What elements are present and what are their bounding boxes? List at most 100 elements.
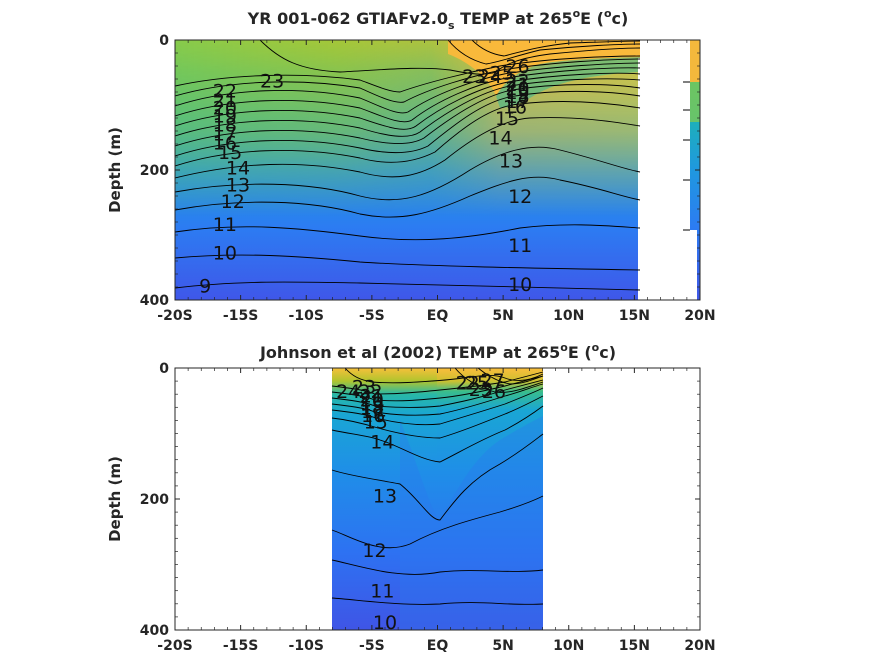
contour-line xyxy=(175,117,641,179)
contour-label: 19 xyxy=(360,393,384,415)
panel-top-xtick-label: -5S xyxy=(359,308,385,324)
panel-bottom-ylabel: Depth (m) xyxy=(106,456,124,542)
panel-bottom-ytick-label: 200 xyxy=(140,492,169,508)
panel-bottom-field xyxy=(332,368,543,630)
panel-bottom-axes: -20S -15S -10S -5S EQ 5N 10N 15N 20N 0 200 400 xyxy=(140,361,716,654)
panel-top-xtick-label: 5N xyxy=(492,308,513,324)
panel-bottom-field-right xyxy=(437,368,543,630)
contour-label: 20 xyxy=(360,389,384,411)
contour-line xyxy=(331,387,544,426)
panel-bottom-xtick-label: -5S xyxy=(359,638,385,654)
contour-label: 23 xyxy=(469,379,493,401)
panel-top-xtick-label: -20S xyxy=(157,308,192,324)
contour-label: 23 xyxy=(352,376,376,398)
contour-line xyxy=(683,81,690,231)
panel-bottom-contours xyxy=(331,368,544,605)
contour-line xyxy=(175,176,641,218)
panel-bottom: Johnson et al (2002) TEMP at 265oE (oc) … xyxy=(106,341,716,654)
contour-label: 19 xyxy=(505,82,529,104)
contour-line xyxy=(175,101,641,167)
panel-bottom-title-main: Johnson et al (2002) TEMP at 265 xyxy=(259,343,560,362)
contour-label: 11 xyxy=(508,235,532,257)
panel-top-ylabel: Depth (m) xyxy=(106,127,124,213)
contour-label: 22 xyxy=(213,81,237,103)
panel-top-contours xyxy=(175,40,690,291)
contour-line xyxy=(331,371,544,395)
contour-label: 22 xyxy=(456,372,480,394)
contour-label: 11 xyxy=(370,581,394,603)
contour-line xyxy=(175,67,641,123)
contour-line xyxy=(175,72,641,130)
contour-label: 20 xyxy=(505,78,529,100)
contour-line xyxy=(331,597,544,605)
contour-line xyxy=(331,405,544,463)
contour-label: 15 xyxy=(218,142,242,164)
panel-top-xtick-label: EQ xyxy=(427,308,449,324)
panel-bottom-field-left xyxy=(332,368,437,630)
contour-label: 10 xyxy=(373,612,397,634)
contour-label: 11 xyxy=(213,214,237,236)
contour-label: 16 xyxy=(503,96,527,118)
panel-top-title: YR 001-062 GTIAFv2.0s TEMP at 265oE (oc) xyxy=(247,7,629,32)
contour-label: 17 xyxy=(213,124,237,146)
contour-label: 25 xyxy=(490,63,514,85)
contour-line xyxy=(331,433,544,521)
contour-line xyxy=(331,383,544,416)
contour-line xyxy=(471,40,641,57)
panel-bottom-xtick-label: 10N xyxy=(553,638,584,654)
contour-label: 27 xyxy=(481,370,505,392)
contour-label: 21 xyxy=(213,90,237,112)
contour-label: 18 xyxy=(360,397,384,419)
contour-label: 24 xyxy=(336,381,360,403)
contour-line xyxy=(331,379,544,408)
contour-label: 16 xyxy=(213,133,237,155)
contour-line xyxy=(331,559,544,575)
contour-label: 26 xyxy=(505,56,529,78)
contour-line xyxy=(331,395,544,439)
contour-line xyxy=(331,375,544,402)
panel-bottom-xtick-label: 15N xyxy=(619,638,650,654)
contour-label: 21 xyxy=(505,74,529,96)
panel-top-ytick-label: 200 xyxy=(140,163,169,179)
panel-top-xtick-label: -10S xyxy=(289,308,324,324)
contour-label: 14 xyxy=(488,128,512,150)
contour-line xyxy=(344,368,544,384)
contour-line xyxy=(447,40,641,65)
panel-bottom-title-unit-open: E ( xyxy=(568,343,592,362)
contour-line xyxy=(175,146,641,201)
contour-label: 12 xyxy=(508,186,532,208)
panel-bottom-xtick-label: -10S xyxy=(289,638,324,654)
contour-label: 10 xyxy=(213,243,237,265)
contour-label: 19 xyxy=(213,105,237,127)
contour-line xyxy=(175,55,641,93)
contour-label: 23 xyxy=(260,70,284,92)
contour-label: 22 xyxy=(505,70,529,92)
panel-bottom-title: Johnson et al (2002) TEMP at 265oE (oc) xyxy=(259,341,616,362)
contour-label: 16 xyxy=(361,405,385,427)
contour-label: 26 xyxy=(482,381,506,403)
panel-top: YR 001-062 GTIAFv2.0s TEMP at 265oE (oc) xyxy=(106,7,716,324)
panel-top-title-unit-deg: o xyxy=(604,7,612,20)
panel-top-nodata xyxy=(638,40,697,300)
contour-line xyxy=(259,40,641,75)
contour-line xyxy=(175,254,641,271)
contour-label: 12 xyxy=(221,191,245,213)
contour-line xyxy=(175,90,641,157)
panel-bottom-xtick-label: EQ xyxy=(427,638,449,654)
contour-label: 13 xyxy=(499,150,523,172)
panel-top-ytick-label: 0 xyxy=(159,33,169,49)
panel-top-title-sub: s xyxy=(448,19,455,32)
panel-top-xtick-label: -15S xyxy=(223,308,258,324)
panel-bottom-ytick-label: 400 xyxy=(140,623,169,639)
panel-bottom-title-unit-deg: o xyxy=(592,341,600,354)
panel-bottom-xtick-label: -20S xyxy=(157,638,192,654)
panel-top-title-unit-open: E ( xyxy=(580,9,604,28)
contour-label: 9 xyxy=(199,276,211,298)
panel-top-title-deg: o xyxy=(573,7,581,20)
contour-label: 21 xyxy=(360,386,384,408)
panel-bottom-title-unit-close: c) xyxy=(599,343,616,362)
contour-line xyxy=(175,62,641,114)
contour-label: 14 xyxy=(226,157,250,179)
